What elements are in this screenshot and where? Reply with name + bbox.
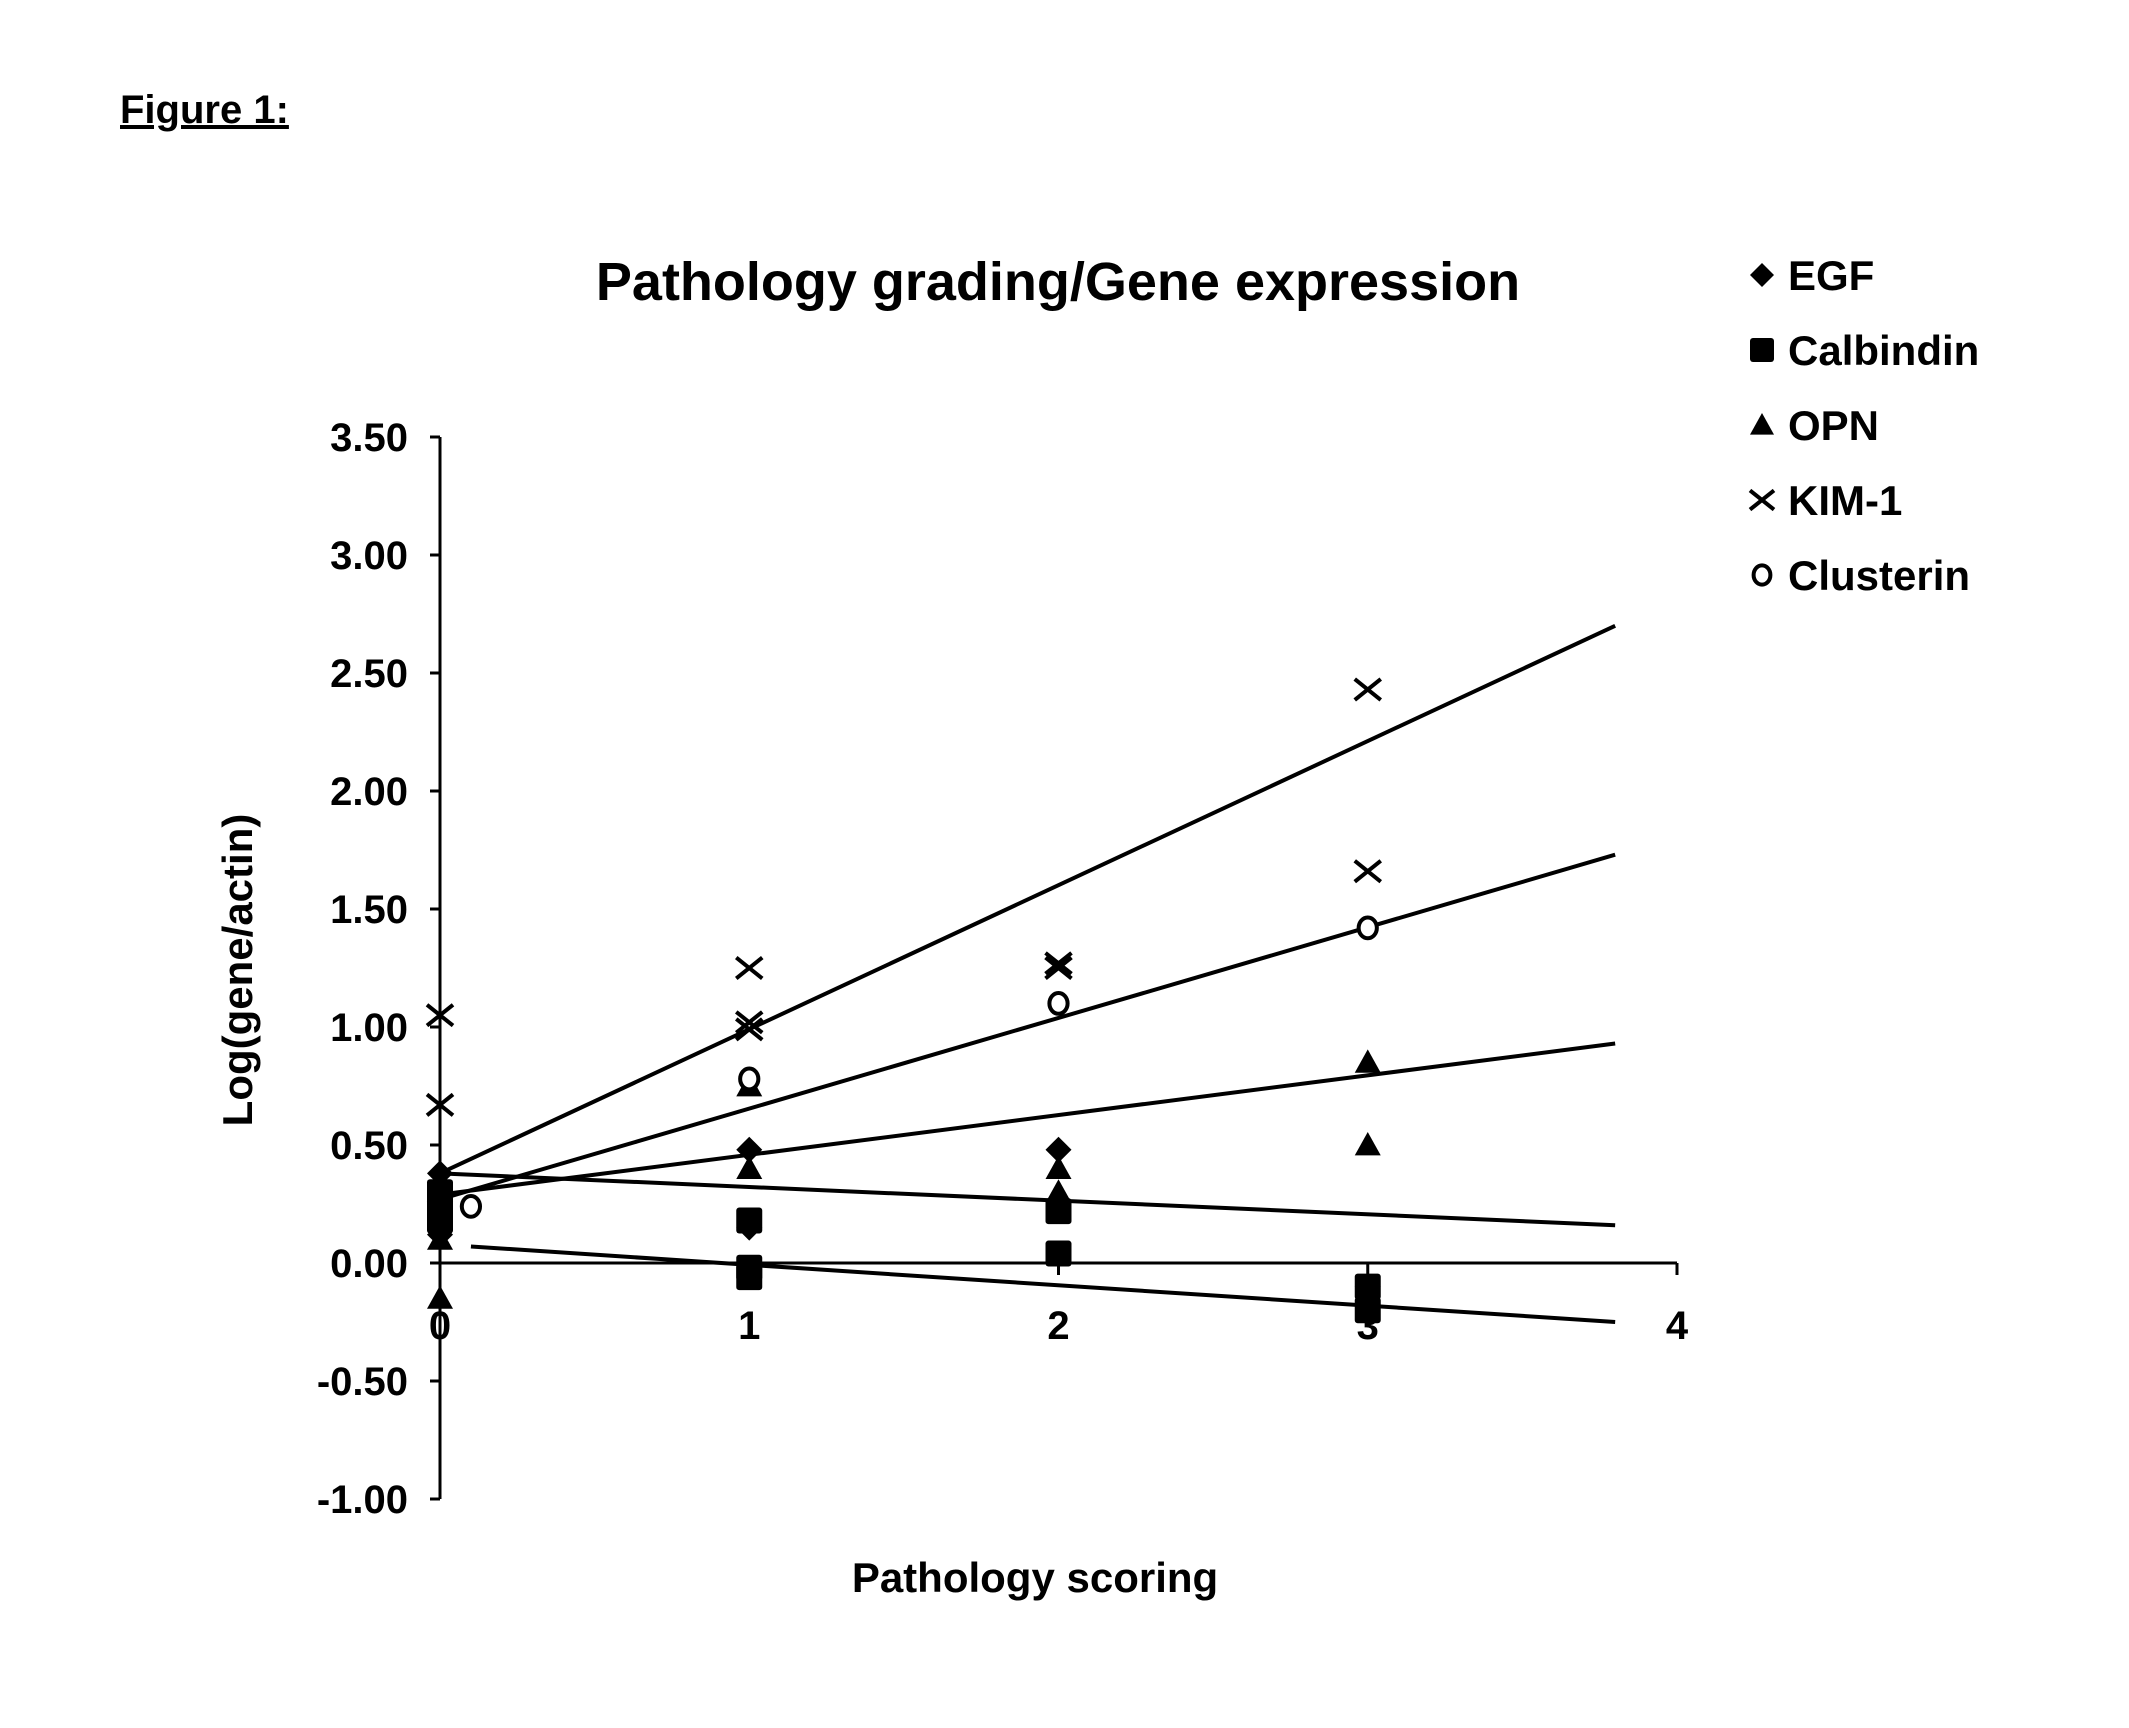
x-marker-stroke (735, 956, 764, 980)
x-marker (1044, 951, 1073, 976)
triangle-marker (1750, 413, 1774, 435)
legend-entry: KIM-1 (1788, 477, 1902, 524)
triangle-marker (427, 1285, 453, 1309)
trendline-calbindin (470, 1244, 1616, 1324)
tick-labels: 3.50 3.00 2.50 2.00 1.50 1.00 0.50 0.00 -0.50 -1.… (317, 416, 1689, 1522)
x-tick-label: 0 (429, 1304, 451, 1348)
x-marker (1748, 488, 1776, 512)
x-axis-label: Pathology scoring (852, 1554, 1218, 1601)
y-tick-label: 3.00 (330, 534, 408, 578)
y-tick-label: 1.00 (330, 1006, 408, 1050)
triangle-marker (1045, 1155, 1072, 1179)
x-marker-stroke (735, 1017, 764, 1042)
trendline-opn (439, 1041, 1616, 1197)
square-marker (427, 1207, 453, 1234)
triangle-marker (1045, 1179, 1072, 1203)
figure-label: Figure 1: (120, 88, 289, 132)
x-marker-stroke (1044, 956, 1073, 980)
x-marker (735, 956, 764, 980)
x-marker (425, 1092, 455, 1117)
x-marker-stroke (1353, 677, 1382, 702)
square-marker (1750, 338, 1774, 362)
y-tick-label: 0.00 (330, 1242, 408, 1286)
square-marker (1045, 1240, 1072, 1267)
x-marker-stroke (1044, 951, 1073, 976)
trendline-clusterin (439, 852, 1616, 1202)
x-tick-label: 1 (738, 1304, 760, 1348)
square-marker (1354, 1297, 1381, 1324)
triangle-marker (1354, 1049, 1381, 1073)
data-points (425, 677, 1382, 1324)
chart-title: Pathology grading/Gene expression (596, 252, 1520, 312)
legend-entry: OPN (1788, 402, 1879, 449)
y-tick-label: 2.50 (330, 652, 408, 696)
circle-marker (1751, 563, 1773, 587)
x-marker (1044, 956, 1073, 980)
y-tick-label: 3.50 (330, 416, 408, 460)
triangle-marker (1354, 1132, 1381, 1156)
diamond-marker (1750, 263, 1774, 287)
x-marker (1353, 677, 1382, 702)
legend: EGF Calbindin OPN KIM-1 Clusterin (1748, 252, 1979, 599)
square-marker (736, 1207, 763, 1234)
square-marker (736, 1264, 763, 1291)
trendline-kim-1 (439, 623, 1616, 1176)
triangle-marker (427, 1226, 453, 1250)
diamond-marker (1045, 1136, 1072, 1163)
x-marker (1353, 859, 1382, 884)
legend-entry: Clusterin (1788, 552, 1970, 599)
circle-marker (1356, 915, 1379, 941)
y-tick-label: 0.50 (330, 1124, 408, 1168)
x-marker-stroke (1748, 488, 1776, 512)
x-marker-stroke (735, 1010, 764, 1035)
x-marker (735, 1010, 764, 1035)
legend-entry: EGF (1788, 252, 1874, 299)
square-marker (1045, 1198, 1072, 1225)
trendline-egf (439, 1171, 1616, 1228)
y-tick-label: 1.50 (330, 888, 408, 932)
diamond-marker (736, 1136, 763, 1163)
triangle-marker (736, 1155, 763, 1179)
x-tick-label: 2 (1047, 1304, 1069, 1348)
x-marker-stroke (425, 1092, 455, 1117)
circle-marker (459, 1193, 483, 1219)
trendlines (439, 623, 1616, 1324)
x-marker (735, 1017, 764, 1042)
y-tick-label: 2.00 (330, 770, 408, 814)
x-marker-stroke (425, 1003, 455, 1028)
y-tick-label: -0.50 (317, 1360, 408, 1404)
y-axis-label: Log(gene/actin) (214, 814, 261, 1127)
circle-marker (1047, 991, 1070, 1016)
y-tick-label: -1.00 (317, 1478, 408, 1522)
x-tick-label: 4 (1666, 1304, 1689, 1348)
x-marker-stroke (1353, 859, 1382, 884)
legend-entry: Calbindin (1788, 327, 1979, 374)
square-marker (1354, 1273, 1381, 1300)
circle-marker (738, 1066, 761, 1092)
x-marker (425, 1003, 455, 1028)
